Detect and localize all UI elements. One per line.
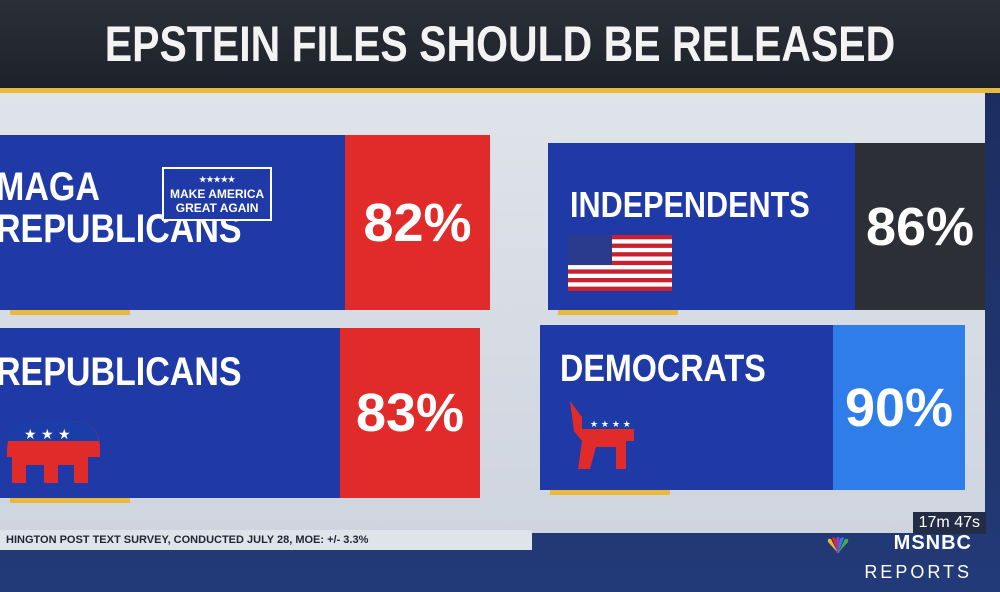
title-bar: EPSTEIN FILES SHOULD BE RELEASED <box>0 0 1000 93</box>
card-republicans: REPUBLICANS ★ ★ ★ 83% <box>0 328 480 503</box>
card-maga-republicans: MAGA REPUBLICANS ★★★★★ MAKE AMERICA GREA… <box>0 135 490 315</box>
badge-line1: MAKE AMERICA <box>170 187 265 201</box>
value-republicans: 83% <box>340 328 480 498</box>
badge-stars: ★★★★★ <box>199 175 236 184</box>
card-underline <box>550 490 670 495</box>
card-independents: INDEPENDENTS 86% <box>548 143 985 315</box>
broadcast-timer: 17m 47s <box>912 512 986 534</box>
card-label-box: INDEPENDENTS <box>548 143 855 315</box>
svg-text:★ ★ ★: ★ ★ ★ <box>24 427 71 443</box>
category-label-independents: INDEPENDENTS <box>570 184 810 225</box>
card-underline <box>558 310 678 315</box>
svg-text:★ ★ ★ ★: ★ ★ ★ ★ <box>590 420 631 430</box>
card-label-box: REPUBLICANS ★ ★ ★ <box>0 328 340 503</box>
network-logo: MSNBC <box>893 532 972 554</box>
democrat-donkey-icon: ★ ★ ★ ★ <box>570 401 634 469</box>
maga-badge: ★★★★★ MAKE AMERICA GREAT AGAIN <box>162 167 273 221</box>
value-independents: 86% <box>855 143 985 310</box>
category-label-democrats: DEMOCRATS <box>560 348 766 390</box>
chart-title: EPSTEIN FILES SHOULD BE RELEASED <box>104 16 896 72</box>
card-label-box: MAGA REPUBLICANS ★★★★★ MAKE AMERICA GREA… <box>0 135 345 315</box>
category-label-republicans: REPUBLICANS <box>0 350 242 394</box>
us-flag-icon <box>568 235 672 291</box>
survey-footnote: HINGTON POST TEXT SURVEY, CONDUCTED JULY… <box>0 530 532 550</box>
card-underline <box>10 498 130 503</box>
republican-elephant-icon: ★ ★ ★ <box>7 421 100 483</box>
card-democrats: DEMOCRATS ★ ★ ★ ★ 90% <box>540 325 965 495</box>
value-democrats: 90% <box>833 325 965 490</box>
card-label-box: DEMOCRATS ★ ★ ★ ★ <box>540 325 833 495</box>
category-label-maga: MAGA <box>0 165 100 209</box>
badge-line2: GREAT AGAIN <box>175 201 259 215</box>
results-panel: MAGA REPUBLICANS ★★★★★ MAKE AMERICA GREA… <box>0 93 985 533</box>
nbc-peacock-icon <box>827 537 849 553</box>
value-maga-republicans: 82% <box>345 135 490 310</box>
card-underline <box>10 310 130 315</box>
show-name: REPORTS <box>864 562 972 582</box>
